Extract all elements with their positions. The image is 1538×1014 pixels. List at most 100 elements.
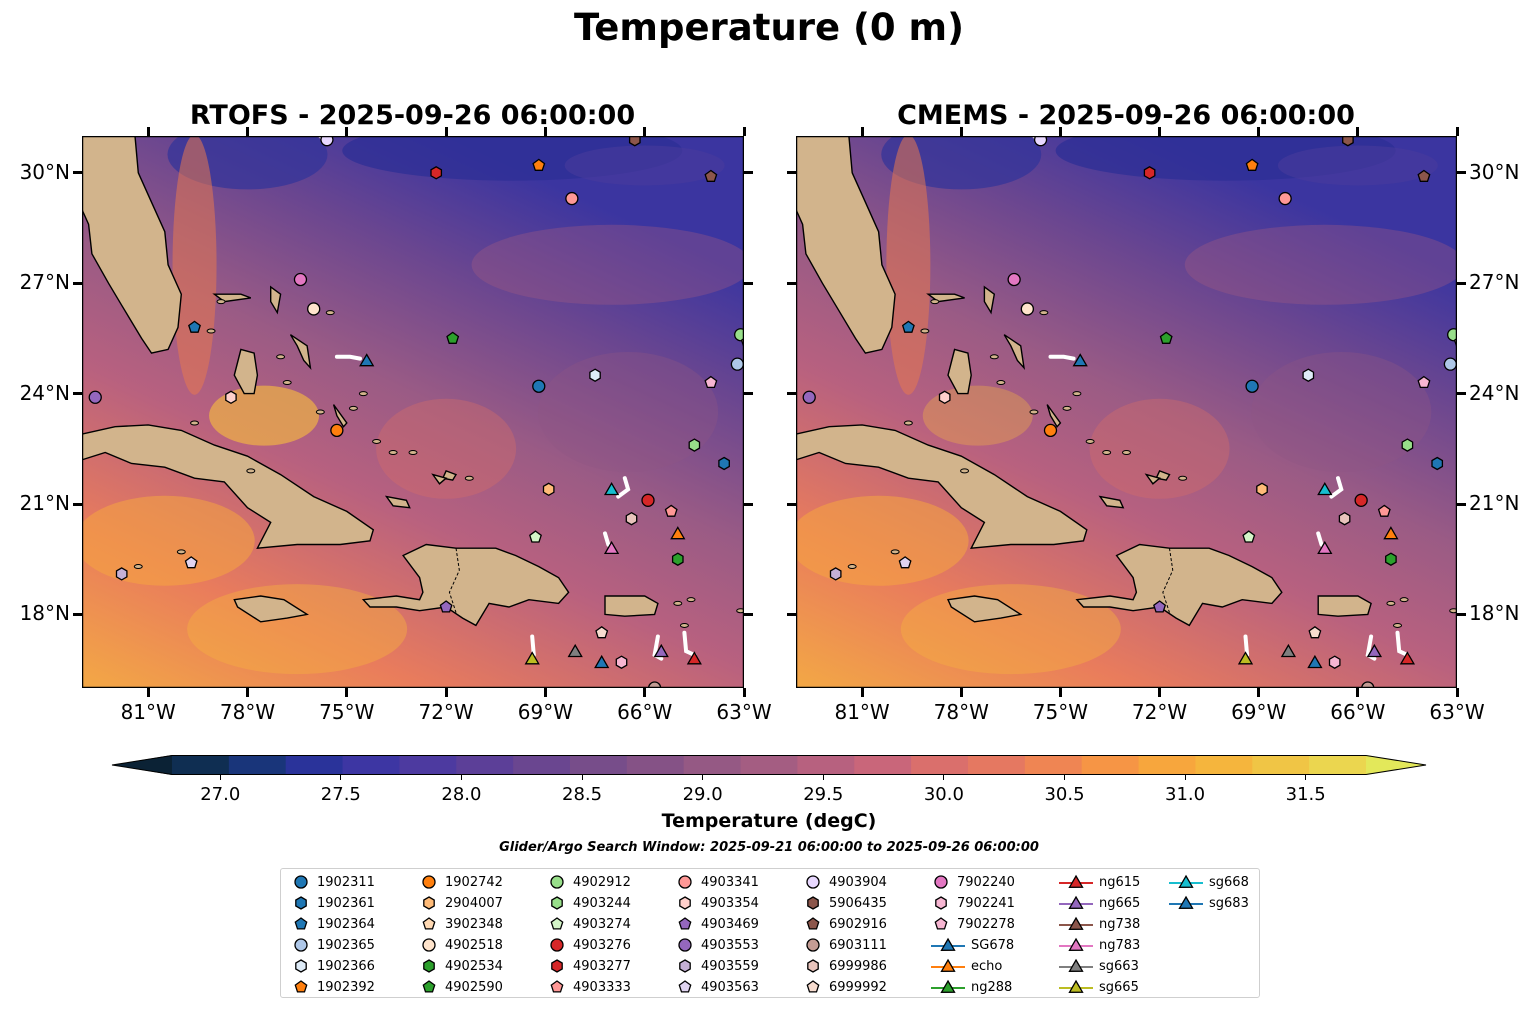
small-island [890,549,900,555]
small-island [348,405,358,411]
lon-tick-mark-top [146,127,150,136]
legend-label: 7902240 [957,874,1015,890]
colorbar-segment [1024,755,1083,775]
legend-label: 4903469 [701,916,759,932]
glider-track [334,354,362,361]
lon-tick-label: 75°W [319,700,375,724]
marker-4902590 [446,331,460,344]
land-longisland [332,404,348,428]
marker-4903563 [184,556,198,569]
figure-title: Temperature (0 m) [573,6,965,49]
colorbar-segment [740,755,799,775]
map-frame [796,136,1457,688]
legend-entry: 4903354 [675,893,759,913]
marker-7902240 [293,272,308,287]
lat-tick-mark [787,392,796,396]
small-island [133,564,143,570]
lon-tick-mark-top [246,127,249,136]
marker-4902912 [734,328,744,342]
colorbar-segment [1309,755,1367,775]
sst-feature [1089,398,1230,499]
sst-feature [1251,352,1432,472]
small-island [1399,597,1409,603]
legend-symbol [807,959,819,973]
land-puertorico [604,595,659,617]
marker-7902240 [1007,272,1021,287]
glider-track [1048,354,1076,361]
colorbar-segment [626,755,685,775]
lon-tick-mark [146,688,150,697]
colorbar [111,755,1427,775]
small-island [679,622,689,628]
land-florida [82,136,183,354]
land-inagua [1098,495,1125,509]
lon-tick-mark [246,688,249,697]
marker-1902364 [188,320,201,333]
colorbar-segment [1138,755,1197,775]
lat-tick-mark [744,612,753,616]
legend-entry: 4903904 [803,872,887,892]
lat-tick-mark [1457,171,1466,175]
legend-symbol [940,937,956,951]
marker-sg663 [567,643,583,658]
marker-4903354 [225,390,237,405]
legend-symbol [806,980,820,993]
lat-tick-label: 24°N [19,380,70,405]
legend-label: sg683 [1209,895,1249,911]
marker-ng615 [686,651,702,665]
marker-7902278 [704,375,718,389]
small-island [408,449,418,455]
legend-entry: sg668 [1169,872,1249,892]
lon-tick-mark-top [742,127,746,136]
legend-label: 1902361 [317,895,375,911]
small-island [1062,405,1072,411]
colorbar-tick-label: 29.0 [682,784,723,805]
marker-2904007 [542,482,555,497]
legend-label: 4903277 [573,958,631,974]
legend-entry: SG678 [931,935,1014,955]
glider-track [616,476,631,499]
legend-entry: echo [931,956,1002,976]
lat-tick-mark [744,281,753,285]
land-inagua [384,495,411,509]
colorbar-tick-mark [1063,775,1065,780]
glider-track [652,634,664,661]
legend-symbol [940,958,956,972]
marker-4903559 [115,567,128,581]
lon-tick-mark [1058,688,1062,697]
land-cuba [796,424,1088,550]
small-island [1102,449,1112,455]
legend-symbol [294,938,308,952]
marker-4902518 [1020,302,1035,316]
legend-label: 6999986 [829,958,887,974]
colorbar-segment [1195,755,1253,775]
marker-6902916 [704,169,718,182]
marker-5906435 [1342,136,1354,147]
land-andros [233,348,259,395]
legend-entry: ng665 [1059,893,1140,913]
marker-4903333 [1377,504,1391,517]
small-island [1393,622,1403,628]
legend-entry: 6999992 [803,977,887,997]
small-island [206,328,216,334]
colorbar-extend-high [1366,755,1426,775]
legend-label: 4903904 [829,874,887,890]
legend-label: 7902241 [957,895,1015,911]
lat-tick-label: 21°N [19,491,70,515]
marker-4903553 [88,390,102,404]
marker-4903276 [1354,493,1368,507]
legend-symbol [550,980,564,993]
marker-4903277 [1143,166,1156,180]
lat-tick-mark [73,171,82,175]
legend-symbol [940,979,956,993]
lat-tick-mark [73,281,82,285]
small-island [920,328,930,334]
colorbar-tick-mark [581,775,583,780]
legend-label: 6999992 [829,979,887,995]
small-island [686,597,696,603]
marker-5906435 [628,136,641,147]
glider-track [530,634,536,657]
marker-4903469 [439,600,453,613]
lon-tick-mark [742,688,746,697]
lon-tick-label: 75°W [1032,700,1088,724]
